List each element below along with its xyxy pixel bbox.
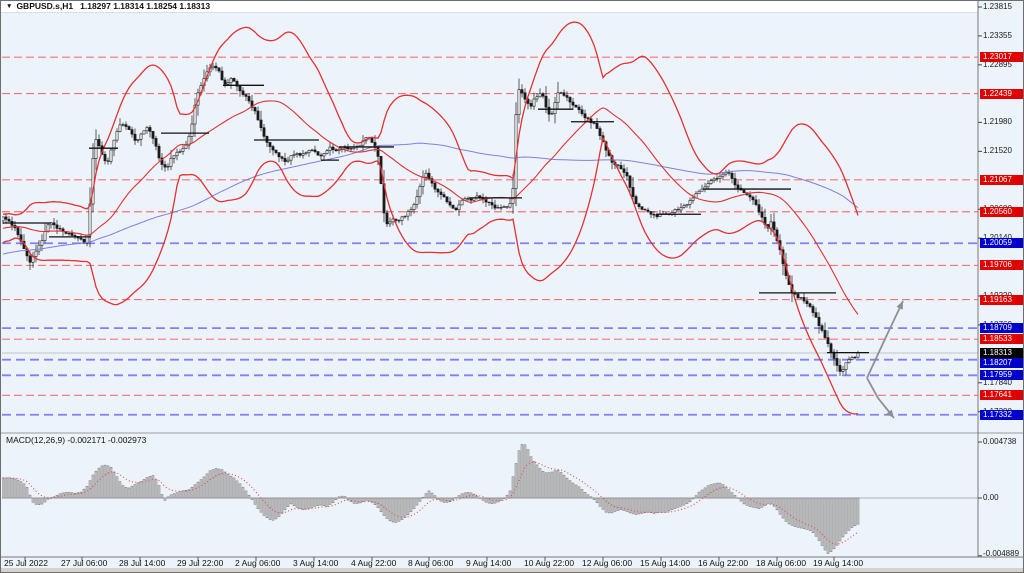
chart-title-bar: ▼ GBPUSD.s,H1 1.18297 1.18314 1.18254 1.18… — [1, 1, 977, 13]
window-bottom-strip — [1, 568, 1023, 572]
bollinger-lower-line — [2, 136, 859, 415]
ohlc-values-label: 1.18297 1.18314 1.18254 1.18313 — [80, 1, 211, 11]
bollinger-middle-line — [2, 100, 859, 315]
indicator-lines — [2, 21, 859, 415]
candlestick-series — [2, 62, 860, 377]
trend-arrow[interactable] — [866, 377, 895, 419]
macd-indicator-label: MACD(12,26,9) -0.002171 -0.002973 — [6, 435, 147, 445]
symbol-dropdown-arrow-icon[interactable]: ▼ — [6, 3, 13, 10]
trend-arrow-head — [886, 409, 894, 418]
macd-histogram — [2, 444, 860, 554]
macd-signal-line — [3, 461, 859, 545]
bollinger-upper-line — [2, 21, 859, 216]
trend-arrow[interactable] — [866, 300, 904, 379]
trend-arrow-head — [896, 301, 903, 310]
symbol-period-label: GBPUSD.s,H1 — [16, 1, 74, 11]
